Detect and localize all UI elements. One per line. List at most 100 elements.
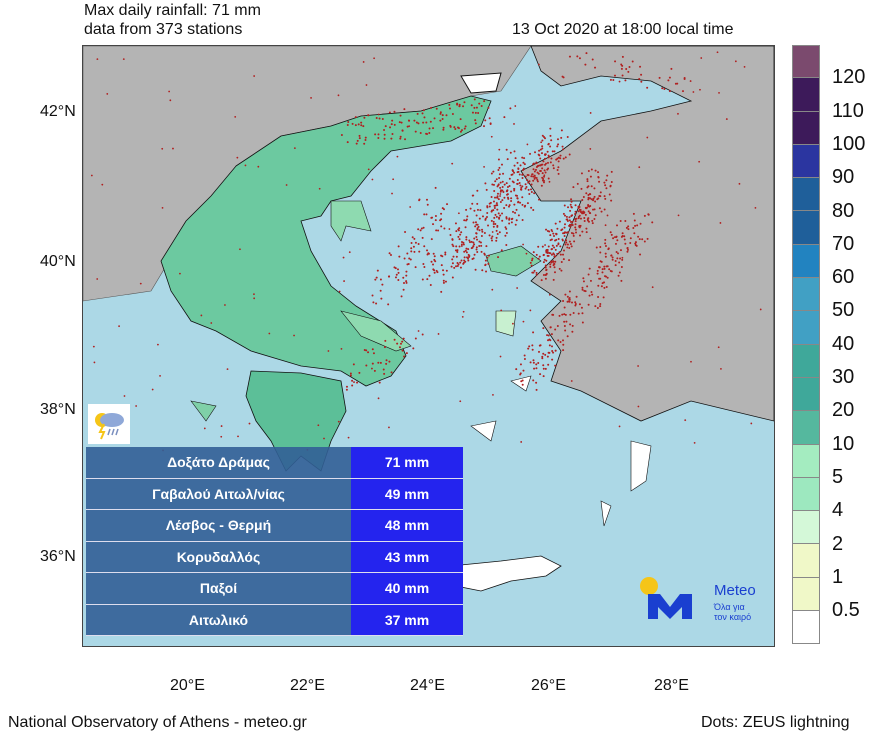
lon-label: 22°E [290,677,325,694]
lightning-dot [592,197,595,200]
lightning-dot [534,168,537,171]
lightning-dot [557,238,560,241]
lightning-dot [631,60,634,63]
lightning-dot [535,273,538,276]
lightning-dot [495,215,498,218]
lightning-dot [533,177,536,180]
lightning-dot [570,205,573,208]
lightning-dot [393,123,396,126]
lightning-dot [495,202,498,205]
lightning-dot [598,180,601,183]
lightning-dot [383,137,386,140]
lightning-dot [363,142,366,145]
lightning-dot [607,247,610,250]
lightning-dot [435,107,438,110]
lightning-dot [363,116,366,119]
lightning-dot [203,427,206,430]
lightning-dot [514,211,517,214]
station-value: 43 mm [351,541,463,572]
lightning-dot [589,175,592,178]
lightning-dot [516,182,519,185]
lightning-dot [463,127,466,130]
lightning-dot [435,229,438,232]
lightning-dot [435,269,438,272]
dots-legend: Dots: ZEUS lightning [701,714,850,731]
lightning-dot [210,322,213,324]
lightning-dot [521,177,524,180]
lightning-dot [624,242,627,245]
lightning-dot [493,207,496,210]
lightning-dot [554,248,557,251]
station-row: Λέσβος - Θερμή 48 mm [86,510,463,542]
lightning-dot [402,288,405,291]
max-rainfall-title: Max daily rainfall: 71 mm [84,2,261,19]
lightning-dot [595,246,598,249]
lightning-dot [610,199,613,202]
lightning-dot [486,212,489,215]
lightning-dot [372,301,375,304]
lightning-dot [381,283,384,286]
lightning-dot [556,325,559,328]
lightning-dot [502,172,505,175]
lightning-dot [599,195,602,198]
lightning-dot [354,124,357,127]
lightning-dot [566,246,569,249]
lightning-dot [677,214,680,217]
lightning-dot [556,252,559,255]
lightning-dot [394,276,397,279]
lightning-dot [508,218,511,221]
lightning-dot [720,368,722,370]
lightning-dot [123,395,126,397]
lightning-dot [557,166,560,169]
lightning-dot [349,372,352,375]
lightning-dot [593,208,596,211]
colorbar-label: 20 [832,399,855,422]
lightning-dot [562,212,565,215]
lightning-dot [410,247,413,250]
colorbar-label: 50 [832,299,855,322]
lightning-dot [430,216,433,219]
lightning-dot [581,288,584,291]
lightning-dot [699,88,701,91]
lightning-dot [551,349,554,352]
lightning-dot [521,173,524,176]
lightning-dot [466,215,469,218]
lightning-dot [541,172,544,175]
lightning-dot [623,235,626,238]
lightning-dot [414,337,417,340]
lightning-dot [563,249,566,252]
lightning-dot [421,278,424,281]
lightning-dot [641,238,644,241]
lightning-dot [414,241,417,244]
lightning-dot [527,181,530,184]
lightning-dot [480,250,483,253]
lightning-dot [498,173,501,176]
lightning-dot [533,192,536,195]
lightning-dot [614,60,617,63]
lightning-dot [530,175,533,178]
lightning-dot [499,190,502,193]
lightning-dot [536,180,539,183]
lightning-dot [498,177,501,180]
lightning-dot [532,379,535,382]
lightning-dot [559,157,562,160]
lightning-dot [552,260,555,263]
lightning-dot [506,196,509,199]
lightning-dot [489,123,492,126]
lightning-dot [478,229,481,232]
lightning-dot [547,154,550,157]
lightning-dot [364,136,367,139]
lightning-dot [475,246,478,249]
lightning-dot [554,328,557,331]
lightning-dot [432,223,435,226]
lightning-dot [354,116,357,119]
lightning-dot [555,244,558,247]
lightning-dot [455,245,458,248]
lightning-dot [527,347,530,350]
lightning-dot [433,255,436,258]
lightning-dot [537,245,540,248]
lightning-dot [566,295,569,298]
colorbar-label: 70 [832,232,855,255]
lightning-dot [626,250,629,253]
lightning-dot [382,368,385,371]
